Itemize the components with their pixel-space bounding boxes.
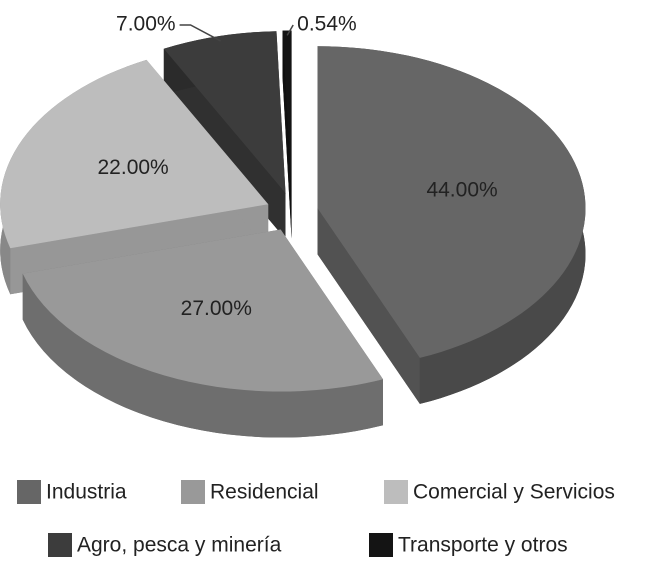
legend-swatch xyxy=(181,480,205,504)
legend-swatch xyxy=(48,533,72,557)
legend-label: Agro, pesca y minería xyxy=(77,534,282,557)
legend-label: Transporte y otros xyxy=(398,534,568,557)
legend-label: Industria xyxy=(46,481,127,504)
slice-side xyxy=(282,30,292,239)
data-label: 27.00% xyxy=(181,297,252,320)
legend-swatch xyxy=(384,480,408,504)
legend-swatch xyxy=(369,533,393,557)
data-label: 0.54% xyxy=(297,13,357,36)
leader-line xyxy=(179,24,221,42)
leader-line xyxy=(286,24,294,36)
data-label: 22.00% xyxy=(98,156,169,179)
slice xyxy=(22,229,383,392)
slice xyxy=(282,30,292,193)
legend-swatch xyxy=(17,480,41,504)
slice xyxy=(163,31,286,194)
slice xyxy=(317,46,586,358)
data-label: 44.00% xyxy=(426,178,497,201)
slice-wall xyxy=(22,273,383,438)
data-label: 7.00% xyxy=(116,13,176,36)
slice-side xyxy=(317,208,420,404)
legend-label: Comercial y Servicios xyxy=(413,481,615,504)
slice xyxy=(0,59,269,249)
legend-label: Residencial xyxy=(210,481,319,504)
